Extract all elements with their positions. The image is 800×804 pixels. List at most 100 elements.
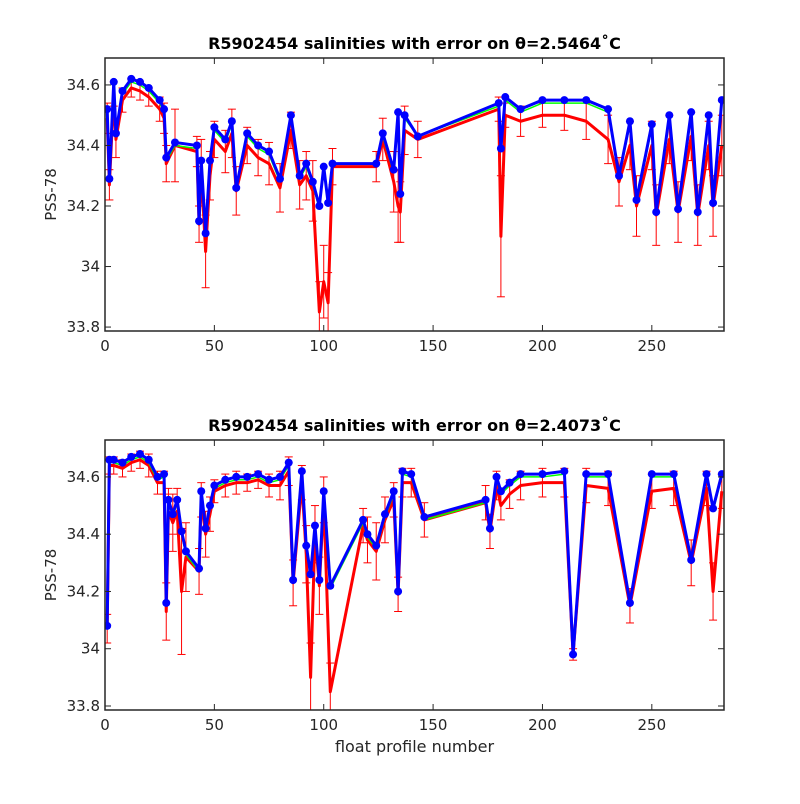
data-point [389, 165, 398, 174]
data-point [709, 198, 718, 207]
data-point [625, 598, 634, 607]
x-tick-label: 150 [419, 716, 448, 734]
data-point [538, 96, 547, 105]
data-point [265, 475, 274, 484]
data-point [647, 120, 656, 129]
data-point [135, 450, 144, 459]
axes-frame [104, 57, 725, 332]
x-tick-label: 150 [419, 337, 448, 355]
y-tick-label: 34.2 [67, 197, 100, 215]
data-point [647, 470, 656, 479]
data-point [306, 570, 315, 579]
data-point [372, 541, 381, 550]
data-point [413, 132, 422, 141]
y-axis-label: PSS-78 [42, 549, 60, 602]
data-point [201, 524, 210, 533]
axes: 0 50 100 150 200 250 33.8 34 34.2 34.4 34.6 R590245… [42, 34, 725, 355]
y-tick-label: 34.6 [67, 76, 100, 94]
data-point [160, 105, 169, 114]
data-point [181, 547, 190, 556]
data-point [118, 458, 127, 467]
data-point [295, 171, 304, 180]
data-point [380, 510, 389, 519]
plot [105, 74, 724, 331]
data-point [286, 111, 295, 120]
data-point [275, 472, 284, 481]
data-point [516, 105, 525, 114]
data-point [359, 515, 368, 524]
y-tick-label: 34.2 [67, 582, 100, 600]
data-point [162, 153, 171, 162]
data-point [319, 487, 328, 496]
x-tick-label: 200 [528, 337, 557, 355]
data-point [604, 105, 613, 114]
data-point [652, 208, 661, 217]
plot [105, 450, 724, 710]
data-point [420, 513, 429, 522]
data-point [232, 183, 241, 192]
data-point [210, 123, 219, 132]
data-point [687, 108, 696, 117]
data-point [604, 470, 613, 479]
data-point [155, 96, 164, 105]
data-point [538, 470, 547, 479]
y-tick-label: 33.8 [67, 318, 100, 336]
data-point [315, 202, 324, 211]
data-point [378, 129, 387, 138]
chart-title: R5902454 salinities with error on θ=2.40… [208, 416, 621, 435]
data-point [693, 208, 702, 217]
data-point [243, 472, 252, 481]
data-point [389, 487, 398, 496]
data-point [144, 83, 153, 92]
data-point [396, 189, 405, 198]
y-tick-label: 34.4 [67, 525, 100, 543]
data-point [127, 452, 136, 461]
x-tick-label: 250 [637, 337, 666, 355]
data-point [324, 198, 333, 207]
data-point [582, 470, 591, 479]
data-point [560, 467, 569, 476]
data-point [232, 472, 241, 481]
data-point [177, 527, 186, 536]
data-point [496, 487, 505, 496]
data-point [560, 96, 569, 105]
data-point [407, 470, 416, 479]
data-point [105, 105, 112, 114]
x-tick-label: 250 [637, 716, 666, 734]
data-point [289, 576, 298, 585]
data-point [192, 141, 201, 150]
data-point [709, 504, 718, 513]
data-point [485, 524, 494, 533]
x-tick-label: 100 [309, 337, 338, 355]
data-point [702, 470, 711, 479]
data-point [582, 96, 591, 105]
data-point [170, 138, 179, 147]
data-point [501, 93, 510, 102]
x-tick-label: 50 [205, 716, 224, 734]
data-point [492, 472, 501, 481]
data-point [669, 470, 678, 479]
data-point [254, 141, 263, 150]
data-point [516, 470, 525, 479]
data-point [105, 621, 112, 630]
data-point [687, 555, 696, 564]
data-point [328, 159, 337, 168]
data-point [625, 117, 634, 126]
data-point [201, 229, 210, 238]
data-point [111, 129, 120, 138]
data-point [153, 472, 162, 481]
data-point [319, 162, 328, 171]
data-point [164, 495, 173, 504]
data-point [372, 159, 381, 168]
y-tick-label: 34.6 [67, 468, 100, 486]
x-axis-label: float profile number [335, 737, 495, 756]
data-point [173, 495, 182, 504]
data-point [105, 174, 114, 183]
data-point [297, 467, 306, 476]
series-line [105, 77, 724, 235]
data-point [205, 156, 214, 165]
data-point [195, 217, 204, 226]
y-axis-label: PSS-78 [42, 168, 60, 221]
data-point [144, 455, 153, 464]
